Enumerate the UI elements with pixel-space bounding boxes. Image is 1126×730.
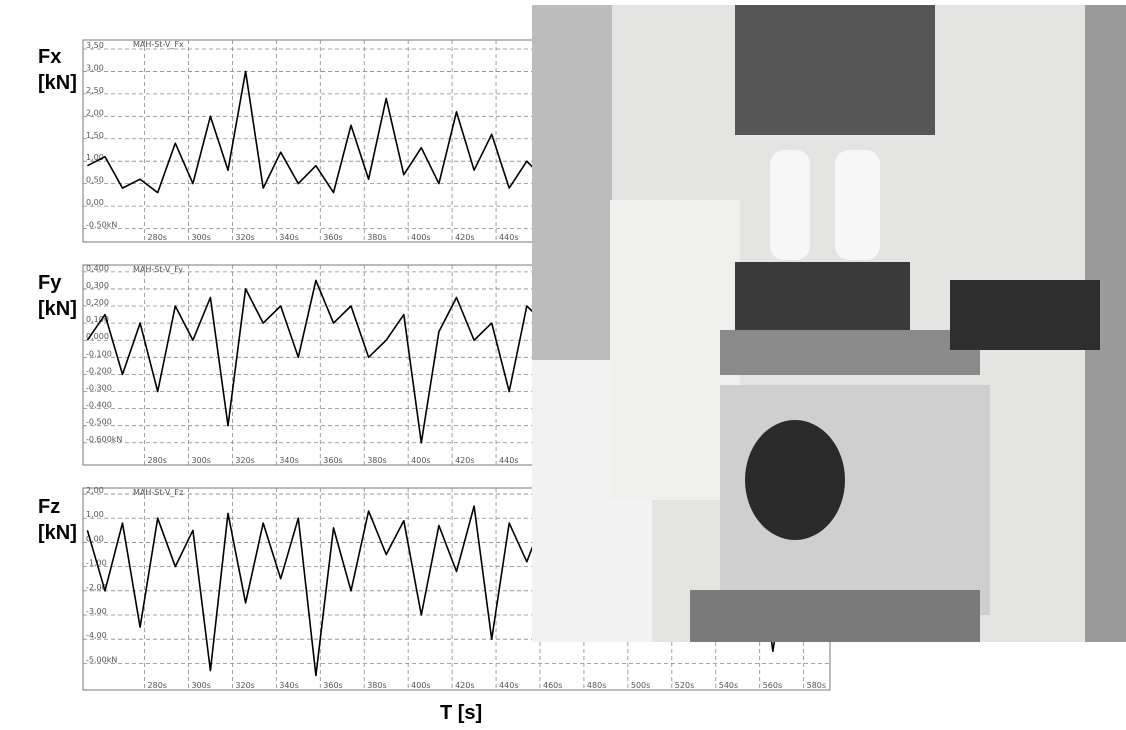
- x-tick-label: 340s: [279, 681, 298, 690]
- x-tick-label: 280s: [148, 681, 167, 690]
- chart-title: MAH-St-V_Fz: [133, 488, 183, 497]
- photo-bushing: [745, 420, 845, 540]
- x-tick-label: 320s: [235, 681, 254, 690]
- x-tick-label: 440s: [499, 681, 518, 690]
- y-tick-label: -0,300: [86, 383, 112, 392]
- y-tick-label: -3,00: [86, 607, 107, 616]
- photo-lower-fixture: [735, 262, 910, 337]
- x-tick-label: 380s: [367, 233, 386, 242]
- y-tick-label: 2,50: [86, 86, 104, 95]
- x-tick-label: 520s: [675, 681, 694, 690]
- y-tick-label: 0,00: [86, 198, 104, 207]
- y-tick-label: 0,100: [86, 315, 109, 324]
- x-tick-label: 360s: [323, 681, 342, 690]
- x-tick-label: 440s: [499, 233, 518, 242]
- y-tick-label: -0,50kN: [86, 221, 117, 230]
- x-tick-label: 300s: [191, 456, 210, 465]
- y-tick-label: -0,500: [86, 418, 112, 427]
- x-tick-label: 360s: [323, 456, 342, 465]
- x-tick-label: 360s: [323, 233, 342, 242]
- photo-mount: [770, 150, 810, 260]
- y-tick-label: 1,00: [86, 510, 104, 519]
- x-tick-label: 400s: [411, 233, 430, 242]
- photo-cabinet: [610, 200, 740, 500]
- x-tick-label: 400s: [411, 456, 430, 465]
- y-tick-label: 3,00: [86, 63, 104, 72]
- x-tick-label: 320s: [235, 233, 254, 242]
- x-tick-label: 440s: [499, 456, 518, 465]
- x-tick-label: 460s: [543, 681, 562, 690]
- x-tick-label: 400s: [411, 681, 430, 690]
- x-tick-label: 480s: [587, 681, 606, 690]
- y-tick-label: 0,50: [86, 176, 104, 185]
- x-tick-label: 280s: [148, 456, 167, 465]
- y-tick-label: 0,000: [86, 332, 109, 341]
- x-tick-label: 280s: [148, 233, 167, 242]
- photo-upper-fixture: [735, 5, 935, 135]
- y-tick-label: 0,400: [86, 264, 109, 273]
- y-tick-label: -0,600kN: [86, 435, 122, 444]
- y-tick-label: 0,300: [86, 281, 109, 290]
- y-tick-label: 0,200: [86, 298, 109, 307]
- y-tick-label: 0,00: [86, 534, 104, 543]
- y-tick-label: -0,400: [86, 401, 112, 410]
- photo-mount: [835, 150, 880, 260]
- y-tick-label: -0,200: [86, 366, 112, 375]
- x-tick-label: 580s: [807, 681, 826, 690]
- photo-actuator: [950, 280, 1100, 350]
- x-tick-label: 420s: [455, 233, 474, 242]
- photo: [532, 5, 1126, 642]
- x-tick-label: 420s: [455, 681, 474, 690]
- x-tick-label: 500s: [631, 681, 650, 690]
- x-tick-label: 300s: [191, 233, 210, 242]
- x-axis-label: T [s]: [440, 702, 483, 724]
- chart-title: MAH-St-V_Fy: [133, 265, 183, 274]
- y-axis-label: Fy [kN]: [38, 272, 77, 320]
- y-axis-label: Fz [kN]: [38, 496, 77, 544]
- x-tick-label: 380s: [367, 681, 386, 690]
- x-tick-label: 340s: [279, 456, 298, 465]
- x-tick-label: 340s: [279, 233, 298, 242]
- photo-plate: [720, 330, 980, 375]
- y-tick-label: -0,100: [86, 349, 112, 358]
- x-tick-label: 560s: [763, 681, 782, 690]
- photo-base: [690, 590, 980, 642]
- y-tick-label: 1,00: [86, 153, 104, 162]
- y-tick-label: 2,00: [86, 108, 104, 117]
- y-tick-label: 2,00: [86, 486, 104, 495]
- chart-title: MAH-St-V_Fx: [133, 40, 184, 49]
- y-tick-label: 3,50: [86, 41, 104, 50]
- x-tick-label: 320s: [235, 456, 254, 465]
- y-tick-label: 1,50: [86, 131, 104, 140]
- y-tick-label: -5,00kN: [86, 655, 117, 664]
- y-tick-label: -2,00: [86, 583, 107, 592]
- x-tick-label: 420s: [455, 456, 474, 465]
- y-tick-label: -4,00: [86, 631, 107, 640]
- x-tick-label: 380s: [367, 456, 386, 465]
- x-tick-label: 540s: [719, 681, 738, 690]
- x-tick-label: 300s: [191, 681, 210, 690]
- y-axis-label: Fx [kN]: [38, 46, 77, 94]
